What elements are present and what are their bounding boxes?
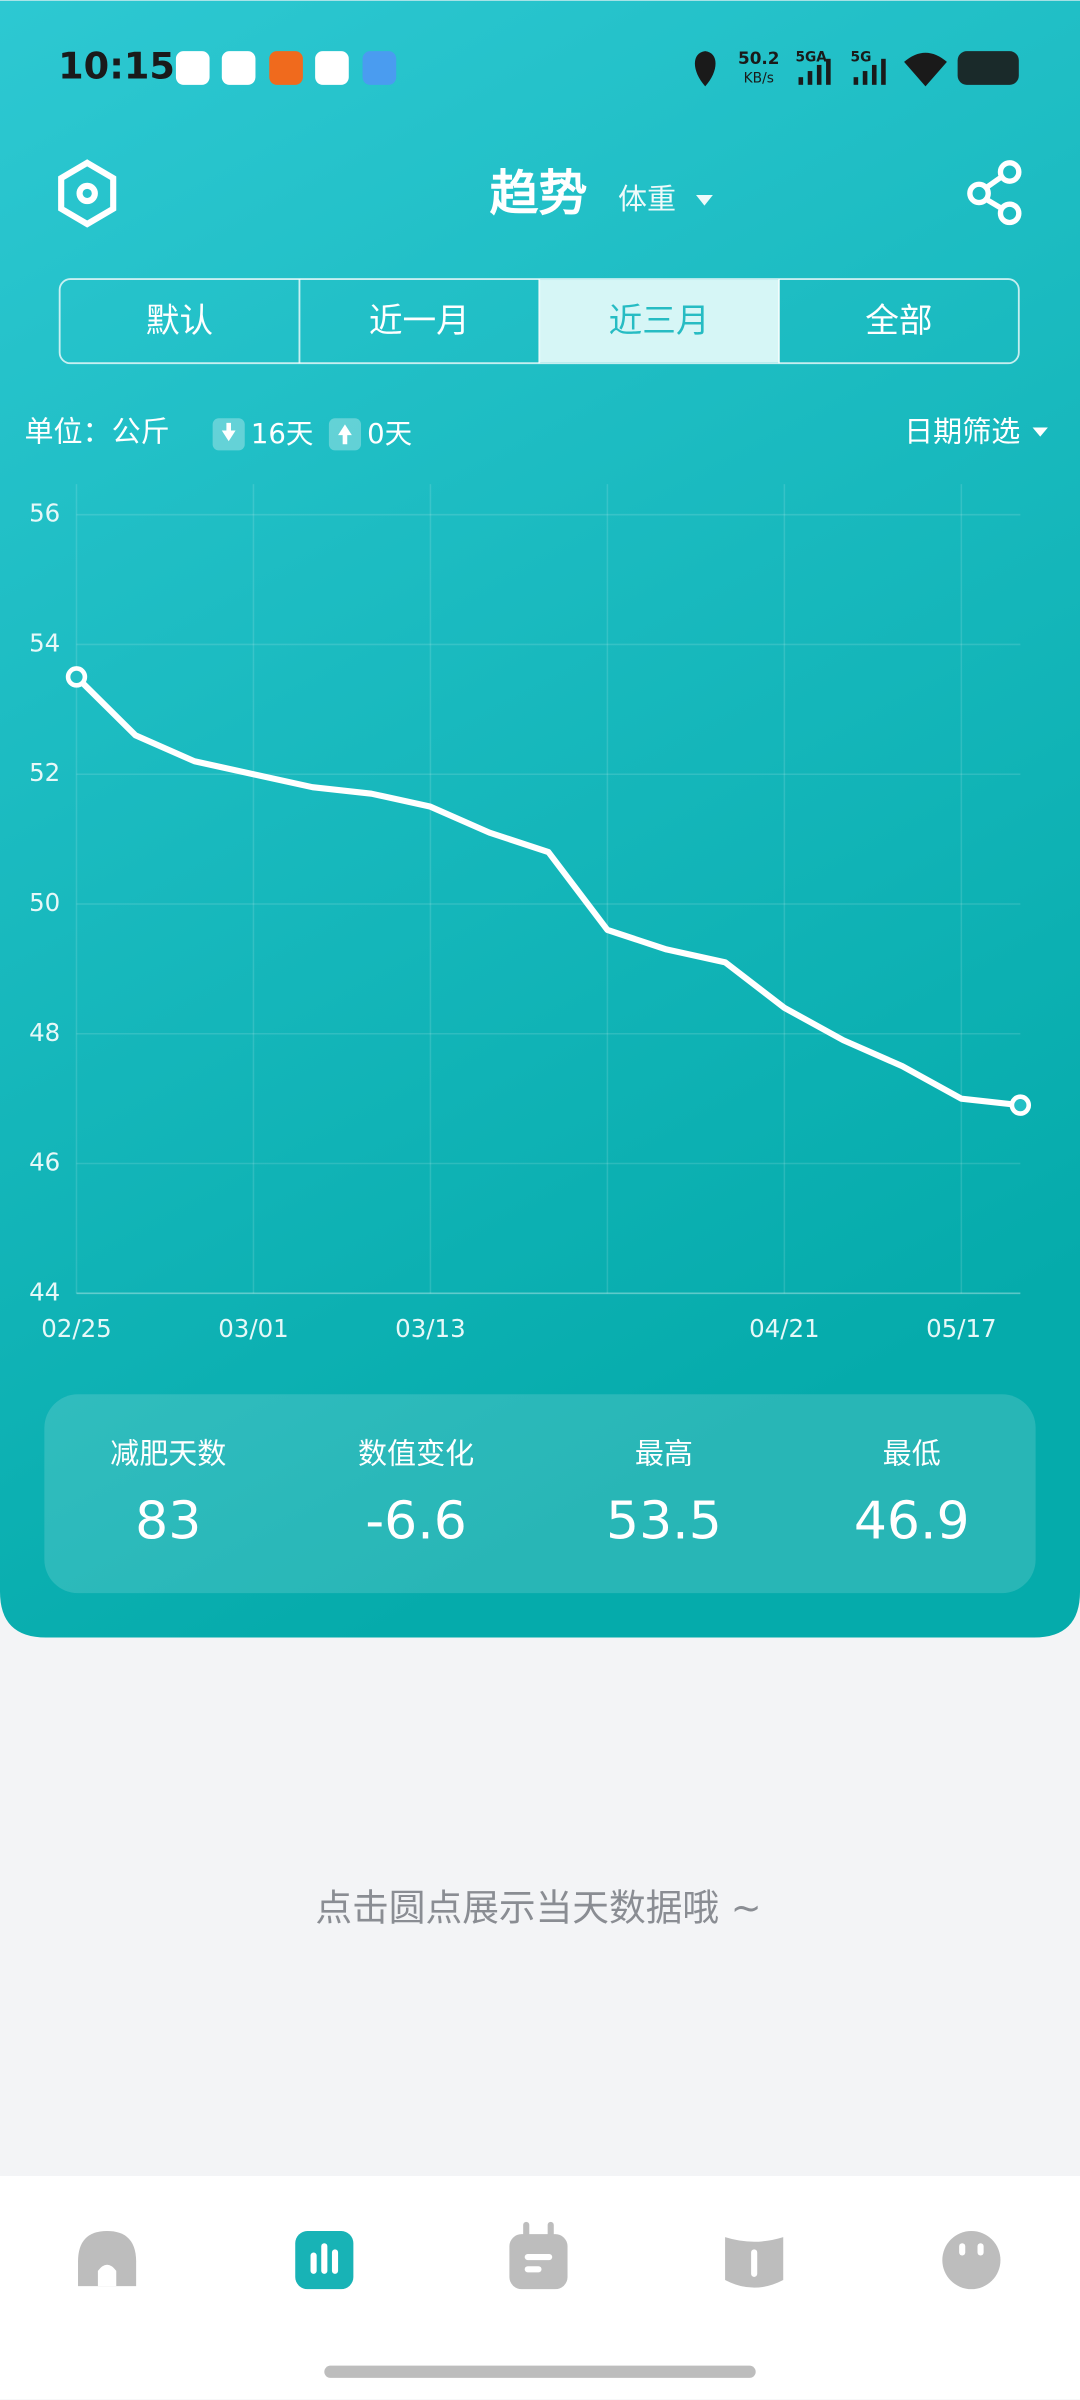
unit-label: 单位：公斤 (24, 415, 169, 449)
date-filter-arrow (1032, 427, 1048, 437)
stats-card (44, 1394, 1036, 1594)
status-time: 10:15 (58, 44, 175, 87)
weight-line (73, 673, 1024, 1109)
stat-label: 最低 (883, 1436, 941, 1470)
net-unit: KB/s (744, 71, 774, 87)
tab[interactable]: 近一月 (369, 301, 470, 340)
x-tick-label: 04/21 (749, 1314, 820, 1343)
nav-discover[interactable] (725, 2237, 784, 2288)
y-tick-label: 48 (29, 1018, 60, 1047)
home-indicator (324, 2365, 756, 2378)
tab-active-bg (539, 280, 780, 363)
weight-chart: 44 46 48 50 52 54 56 02/25 03/01 03/13 04/21 05/17 (29, 484, 1032, 1343)
settings-button[interactable] (58, 159, 117, 228)
range-tabs: 默认 近一月 近三月 全部 (58, 278, 1020, 365)
stat-label: 数值变化 (358, 1436, 474, 1470)
nav-plan[interactable] (509, 2221, 568, 2290)
stat-value: -6.6 (365, 1491, 466, 1551)
metric-selector[interactable]: 体重 (618, 182, 676, 216)
stat-value: 46.9 (854, 1491, 970, 1551)
up-days: 0天 (367, 418, 412, 450)
share-button[interactable] (967, 160, 1022, 226)
nav-home[interactable] (78, 2231, 137, 2287)
x-tick-label: 03/01 (218, 1314, 289, 1343)
wifi-icon (904, 52, 947, 87)
end-point[interactable] (1009, 1094, 1032, 1116)
stat-label: 减肥天数 (110, 1436, 226, 1470)
up-arrow (338, 424, 352, 445)
end-point[interactable] (65, 666, 88, 688)
y-tick-label: 52 (29, 758, 60, 787)
notification-icons (175, 51, 397, 85)
y-tick-label: 46 (29, 1148, 60, 1177)
sim1-label: 5GA (795, 49, 827, 65)
battery-icon (957, 51, 1019, 85)
stats: 减肥天数 83 数值变化 -6.6 最高 53.5 最低 46.9 (110, 1436, 969, 1551)
signal-icons (798, 58, 886, 85)
header-panel (0, 0, 1080, 1638)
y-tick-label: 54 (29, 628, 60, 657)
nav-trend[interactable] (295, 2231, 354, 2290)
page-title: 趋势 (490, 165, 588, 222)
x-tick-label: 05/17 (926, 1314, 997, 1343)
stat-value: 53.5 (606, 1491, 722, 1551)
tab[interactable]: 默认 (146, 301, 213, 340)
metric-dropdown-arrow (696, 194, 713, 206)
y-tick-label: 56 (29, 499, 60, 528)
hint-text: 点击圆点展示当天数据哦 ~ (315, 1886, 761, 1929)
location-icon (694, 51, 716, 87)
sim2-label: 5G (851, 49, 872, 65)
nav-profile[interactable] (942, 2231, 1001, 2290)
net-speed: 50.2 (738, 48, 779, 68)
tab[interactable]: 全部 (865, 301, 932, 340)
y-tick-label: 50 (29, 888, 60, 917)
y-tick-label: 44 (29, 1277, 60, 1306)
date-filter[interactable]: 日期筛选 (904, 415, 1020, 449)
stat-value: 83 (135, 1491, 201, 1551)
x-tick-label: 03/13 (395, 1314, 466, 1343)
tab[interactable]: 近三月 (609, 301, 710, 340)
down-arrow (221, 422, 236, 442)
x-tick-label: 02/25 (41, 1314, 112, 1343)
down-days: 16天 (251, 418, 314, 450)
stat-label: 最高 (635, 1436, 693, 1470)
